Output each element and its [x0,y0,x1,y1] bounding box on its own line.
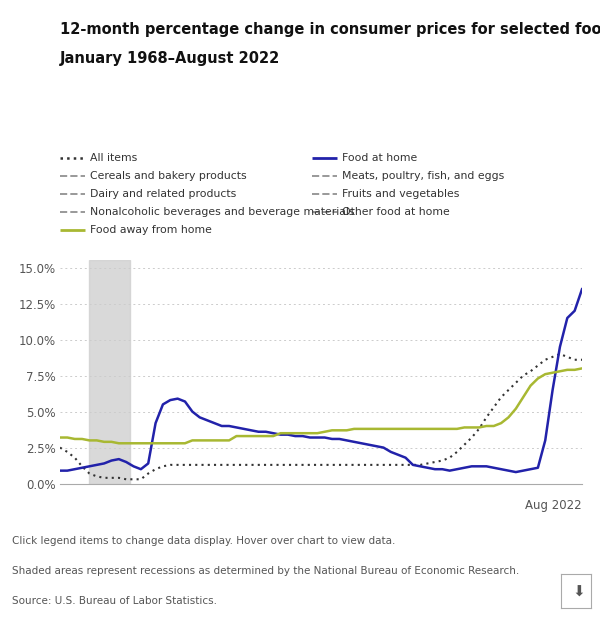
Bar [89,260,130,484]
Text: All items: All items [90,153,137,163]
Text: 12-month percentage change in consumer prices for selected food items,: 12-month percentage change in consumer p… [60,22,600,37]
Text: Aug 2022: Aug 2022 [526,499,582,512]
Text: Shaded areas represent recessions as determined by the National Bureau of Econom: Shaded areas represent recessions as det… [12,566,519,576]
Text: Source: U.S. Bureau of Labor Statistics.: Source: U.S. Bureau of Labor Statistics. [12,596,217,606]
Text: Nonalcoholic beverages and beverage materials: Nonalcoholic beverages and beverage mate… [90,207,355,217]
Text: January 1968–August 2022: January 1968–August 2022 [60,51,280,66]
Text: Click legend items to change data display. Hover over chart to view data.: Click legend items to change data displa… [12,536,395,546]
Text: Dairy and related products: Dairy and related products [90,189,236,199]
Text: ⬇: ⬇ [572,585,586,600]
Text: Meats, poultry, fish, and eggs: Meats, poultry, fish, and eggs [342,171,504,181]
Text: Other food at home: Other food at home [342,207,450,217]
Text: Fruits and vegetables: Fruits and vegetables [342,189,460,199]
Text: Food at home: Food at home [342,153,417,163]
Text: Food away from home: Food away from home [90,225,212,235]
Text: Cereals and bakery products: Cereals and bakery products [90,171,247,181]
